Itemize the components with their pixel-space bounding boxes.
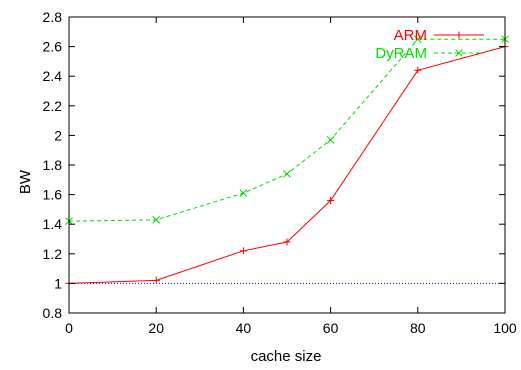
y-tick-label: 1.2 — [43, 246, 63, 262]
data-point-arm — [152, 276, 160, 284]
plot-frame — [68, 16, 506, 314]
axes: 0.8 1 1.2 1.4 1.6 1.8 2 2.2 2.4 2.6 2.8 0 20 40 60 80 10… — [43, 9, 517, 336]
x-tick-label: 60 — [323, 320, 339, 336]
series-line-arm — [68, 46, 506, 284]
legend-label-arm: ARM — [394, 27, 427, 44]
y-tick-label: 2.4 — [43, 68, 63, 84]
legend-marker-arm — [455, 31, 463, 39]
data-point-dyram — [152, 215, 161, 224]
data-point-arm — [414, 66, 422, 74]
x-tick-label: 100 — [493, 320, 517, 336]
plot-area — [65, 35, 509, 287]
x-axis-title: cache size — [251, 348, 322, 365]
x-tick-label: 0 — [65, 320, 73, 336]
legend-label-dyram: DyRAM — [375, 45, 427, 62]
data-point-dyram — [283, 170, 291, 178]
y-tick-label: 1.4 — [43, 216, 63, 232]
y-tick-label: 0.8 — [43, 305, 63, 321]
y-tick-label: 2.6 — [43, 39, 63, 55]
y-tick-label: 1 — [54, 275, 62, 291]
y-tick-label: 2.8 — [43, 9, 63, 25]
y-tick-label: 2 — [54, 127, 62, 143]
series-line-dyram — [68, 38, 505, 222]
y-tick-label: 1.6 — [43, 187, 63, 203]
y-axis-title: BW — [17, 169, 34, 194]
legend-marker-dyram — [455, 49, 463, 57]
data-point-dyram — [326, 135, 335, 144]
x-tick-label: 40 — [236, 320, 252, 336]
data-point-arm — [327, 197, 335, 205]
data-point-dyram — [413, 35, 422, 44]
y-tick-label: 1.8 — [43, 157, 63, 173]
data-point-dyram — [239, 189, 248, 197]
x-tick-label: 20 — [148, 320, 164, 336]
x-tick-label: 80 — [410, 320, 426, 336]
data-point-arm — [283, 238, 291, 246]
y-tick-label: 2.2 — [43, 98, 63, 114]
data-point-arm — [239, 247, 247, 255]
